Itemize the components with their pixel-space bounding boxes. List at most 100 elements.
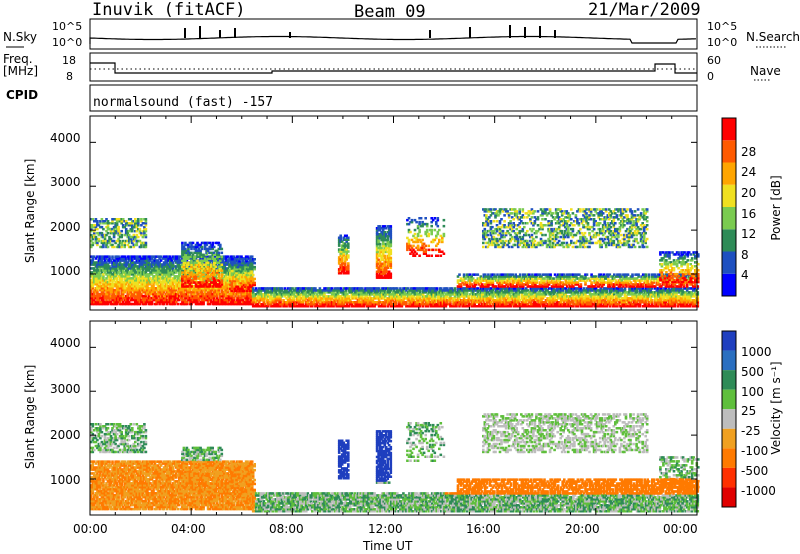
power-cell [538,303,542,306]
power-cell [203,269,207,272]
power-cell [99,294,102,298]
power-cell [238,298,242,302]
power-cell [206,279,210,282]
power-cell [100,288,104,292]
power-cell [248,260,252,263]
power-cell [102,261,105,264]
power-cell [458,287,461,290]
power-cell [420,303,423,306]
power-cell [471,289,475,292]
power-cell [226,288,230,292]
power-cell [120,294,123,298]
power-cell [202,292,205,296]
power-cell [190,300,193,304]
power-cell [188,279,192,282]
power-cell [147,261,151,264]
power-cell [181,257,184,260]
power-cell [99,231,102,235]
power-cell [391,297,395,300]
power-cell [418,291,422,294]
power-cell [91,255,95,258]
power-cell [143,273,146,276]
power-cell [211,263,214,266]
power-cell [541,305,545,308]
power-cell [114,241,117,245]
power-cell [559,297,563,300]
power-cell [217,243,221,247]
power-cell [429,291,432,294]
power-cell [549,305,552,308]
power-cell [244,296,248,300]
power-cell [223,271,227,274]
power-cell [141,298,145,302]
power-cell [444,305,448,308]
power-cell [214,279,217,282]
power-cell [315,305,319,308]
power-cell [117,300,120,304]
power-cell [323,293,326,296]
xtick-0000: 00:00 [73,522,108,536]
power-cell [211,255,214,259]
power-cell [115,263,119,266]
power-cell [417,289,420,292]
power-cell [106,263,110,266]
power-cell [105,255,108,258]
power-cell [111,281,114,284]
power-cell [100,265,104,268]
power-cell [144,296,148,300]
power-cell [408,293,411,296]
power-cell [358,295,361,298]
power-cell [446,301,449,304]
power-cell [158,255,161,258]
power-cell [225,259,228,262]
power-cell [152,277,155,280]
power-cell [467,301,470,304]
power-cell [285,301,288,304]
power-cell [194,275,198,278]
power-cell [102,279,105,282]
power-cell [181,265,184,268]
power-cell [484,303,487,306]
power-cell [181,300,184,304]
power-cell [496,291,499,294]
power-cell [188,257,192,260]
power-cell [289,303,293,306]
power-cell [479,287,483,290]
power-cell [414,297,417,300]
power-cell [437,297,440,300]
power-cell [415,287,419,290]
power-cell [91,275,95,278]
power-cell [311,297,314,300]
power-cell [397,295,401,298]
power-cell [400,305,404,308]
power-cell [485,291,489,294]
power-cell [572,299,575,302]
power-cell [105,239,108,243]
power-cell [443,305,446,308]
power-cell [326,291,329,294]
power-cell [182,247,186,251]
power-cell [147,263,151,266]
power-cell [408,301,411,304]
power-cell [193,255,196,259]
power-cell [137,292,140,296]
power-cell [262,297,266,300]
power-cell [197,298,201,302]
power-cell [336,301,340,304]
power-cell [112,265,116,268]
power-cell [200,271,204,274]
power-cell [91,257,95,260]
power-cell [152,269,155,272]
power-cell [462,305,466,308]
power-cell [434,289,437,292]
power-cell [205,287,208,290]
power-cell [341,303,344,306]
power-cell [190,271,193,274]
power-cell [159,263,163,266]
power-cell [230,283,234,287]
power-cell [236,265,240,269]
power-cell [123,259,126,262]
power-cell [459,295,463,298]
power-cell [109,229,113,233]
power-cell [367,299,370,302]
